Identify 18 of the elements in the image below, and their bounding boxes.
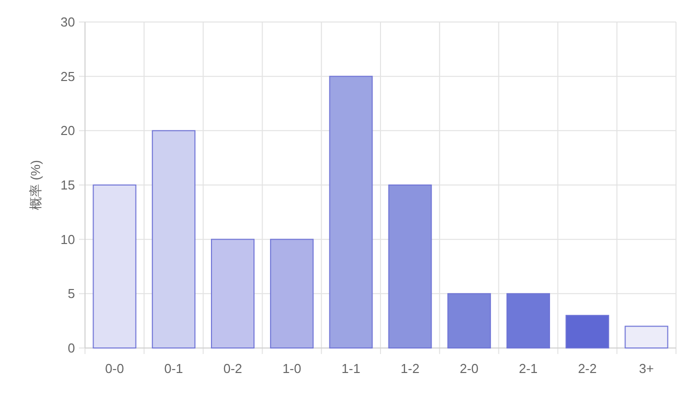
x-tick-label: 3+	[639, 361, 654, 376]
x-tick-label: 0-1	[164, 361, 184, 376]
x-tick-label: 0-0	[105, 361, 124, 376]
y-tick-label: 10	[60, 232, 75, 247]
y-tick-label: 30	[60, 14, 75, 30]
y-tick-label: 25	[60, 68, 75, 84]
x-tick-label: 1-2	[400, 361, 420, 376]
x-tick-label: 0-2	[223, 361, 242, 376]
y-tick-label: 15	[60, 178, 75, 192]
x-tick-label: 2-1	[518, 361, 538, 376]
y-tick-label: 0	[68, 340, 75, 356]
x-tick-label: 1-1	[342, 361, 360, 376]
y-tick-label: 20	[60, 123, 75, 138]
x-tick-label: 2-0	[460, 361, 479, 376]
x-tick-label: 2-2	[578, 361, 597, 376]
y-axis-title: 概率 (%)	[28, 160, 43, 210]
y-tick-label: 5	[68, 286, 75, 302]
x-tick-label: 1-0	[282, 361, 302, 376]
